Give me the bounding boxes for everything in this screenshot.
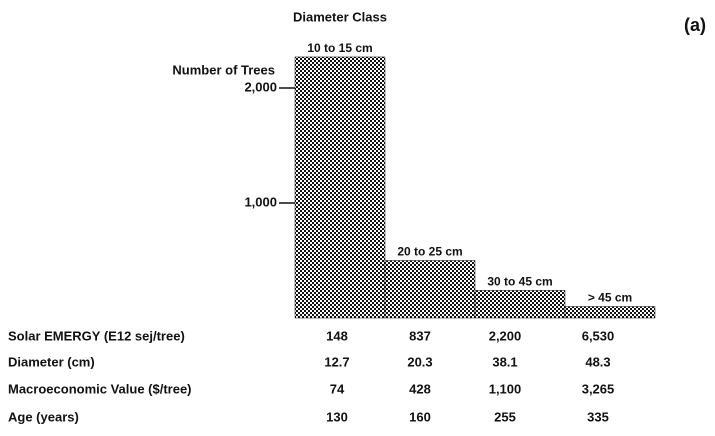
bar	[384, 260, 476, 319]
row-label: Solar EMERGY (E12 sej/tree)	[8, 328, 185, 343]
cell: 12.7	[324, 354, 349, 369]
cell: 2,200	[489, 328, 522, 343]
y-tick-label: 1,000	[244, 194, 277, 209]
y-axis-label: Number of Trees	[172, 62, 275, 77]
cell: 130	[326, 409, 348, 424]
cell: 48.3	[585, 354, 610, 369]
cell: 148	[326, 328, 348, 343]
cell: 6,530	[582, 328, 615, 343]
row-label: Age (years)	[8, 409, 79, 424]
category-label: 20 to 25 cm	[397, 245, 462, 259]
annotation: (a)	[684, 15, 706, 35]
cell: 74	[330, 381, 345, 396]
category-label: > 45 cm	[588, 291, 632, 305]
category-label: 10 to 15 cm	[307, 41, 372, 55]
cell: 837	[409, 328, 431, 343]
row-label: Macroeconomic Value ($/tree)	[8, 381, 192, 396]
cell: 255	[494, 409, 516, 424]
cell: 20.3	[407, 354, 432, 369]
y-tick-label: 2,000	[244, 79, 277, 94]
bar	[294, 56, 386, 319]
cell: 428	[409, 381, 431, 396]
cell: 160	[409, 409, 431, 424]
bar	[564, 306, 656, 319]
cell: 335	[587, 409, 609, 424]
bar	[474, 290, 566, 319]
chart-title: Diameter Class	[293, 9, 387, 24]
cell: 1,100	[489, 381, 522, 396]
category-label: 30 to 45 cm	[487, 275, 552, 289]
cell: 3,265	[582, 381, 615, 396]
row-label: Diameter (cm)	[8, 354, 95, 369]
cell: 38.1	[492, 354, 517, 369]
